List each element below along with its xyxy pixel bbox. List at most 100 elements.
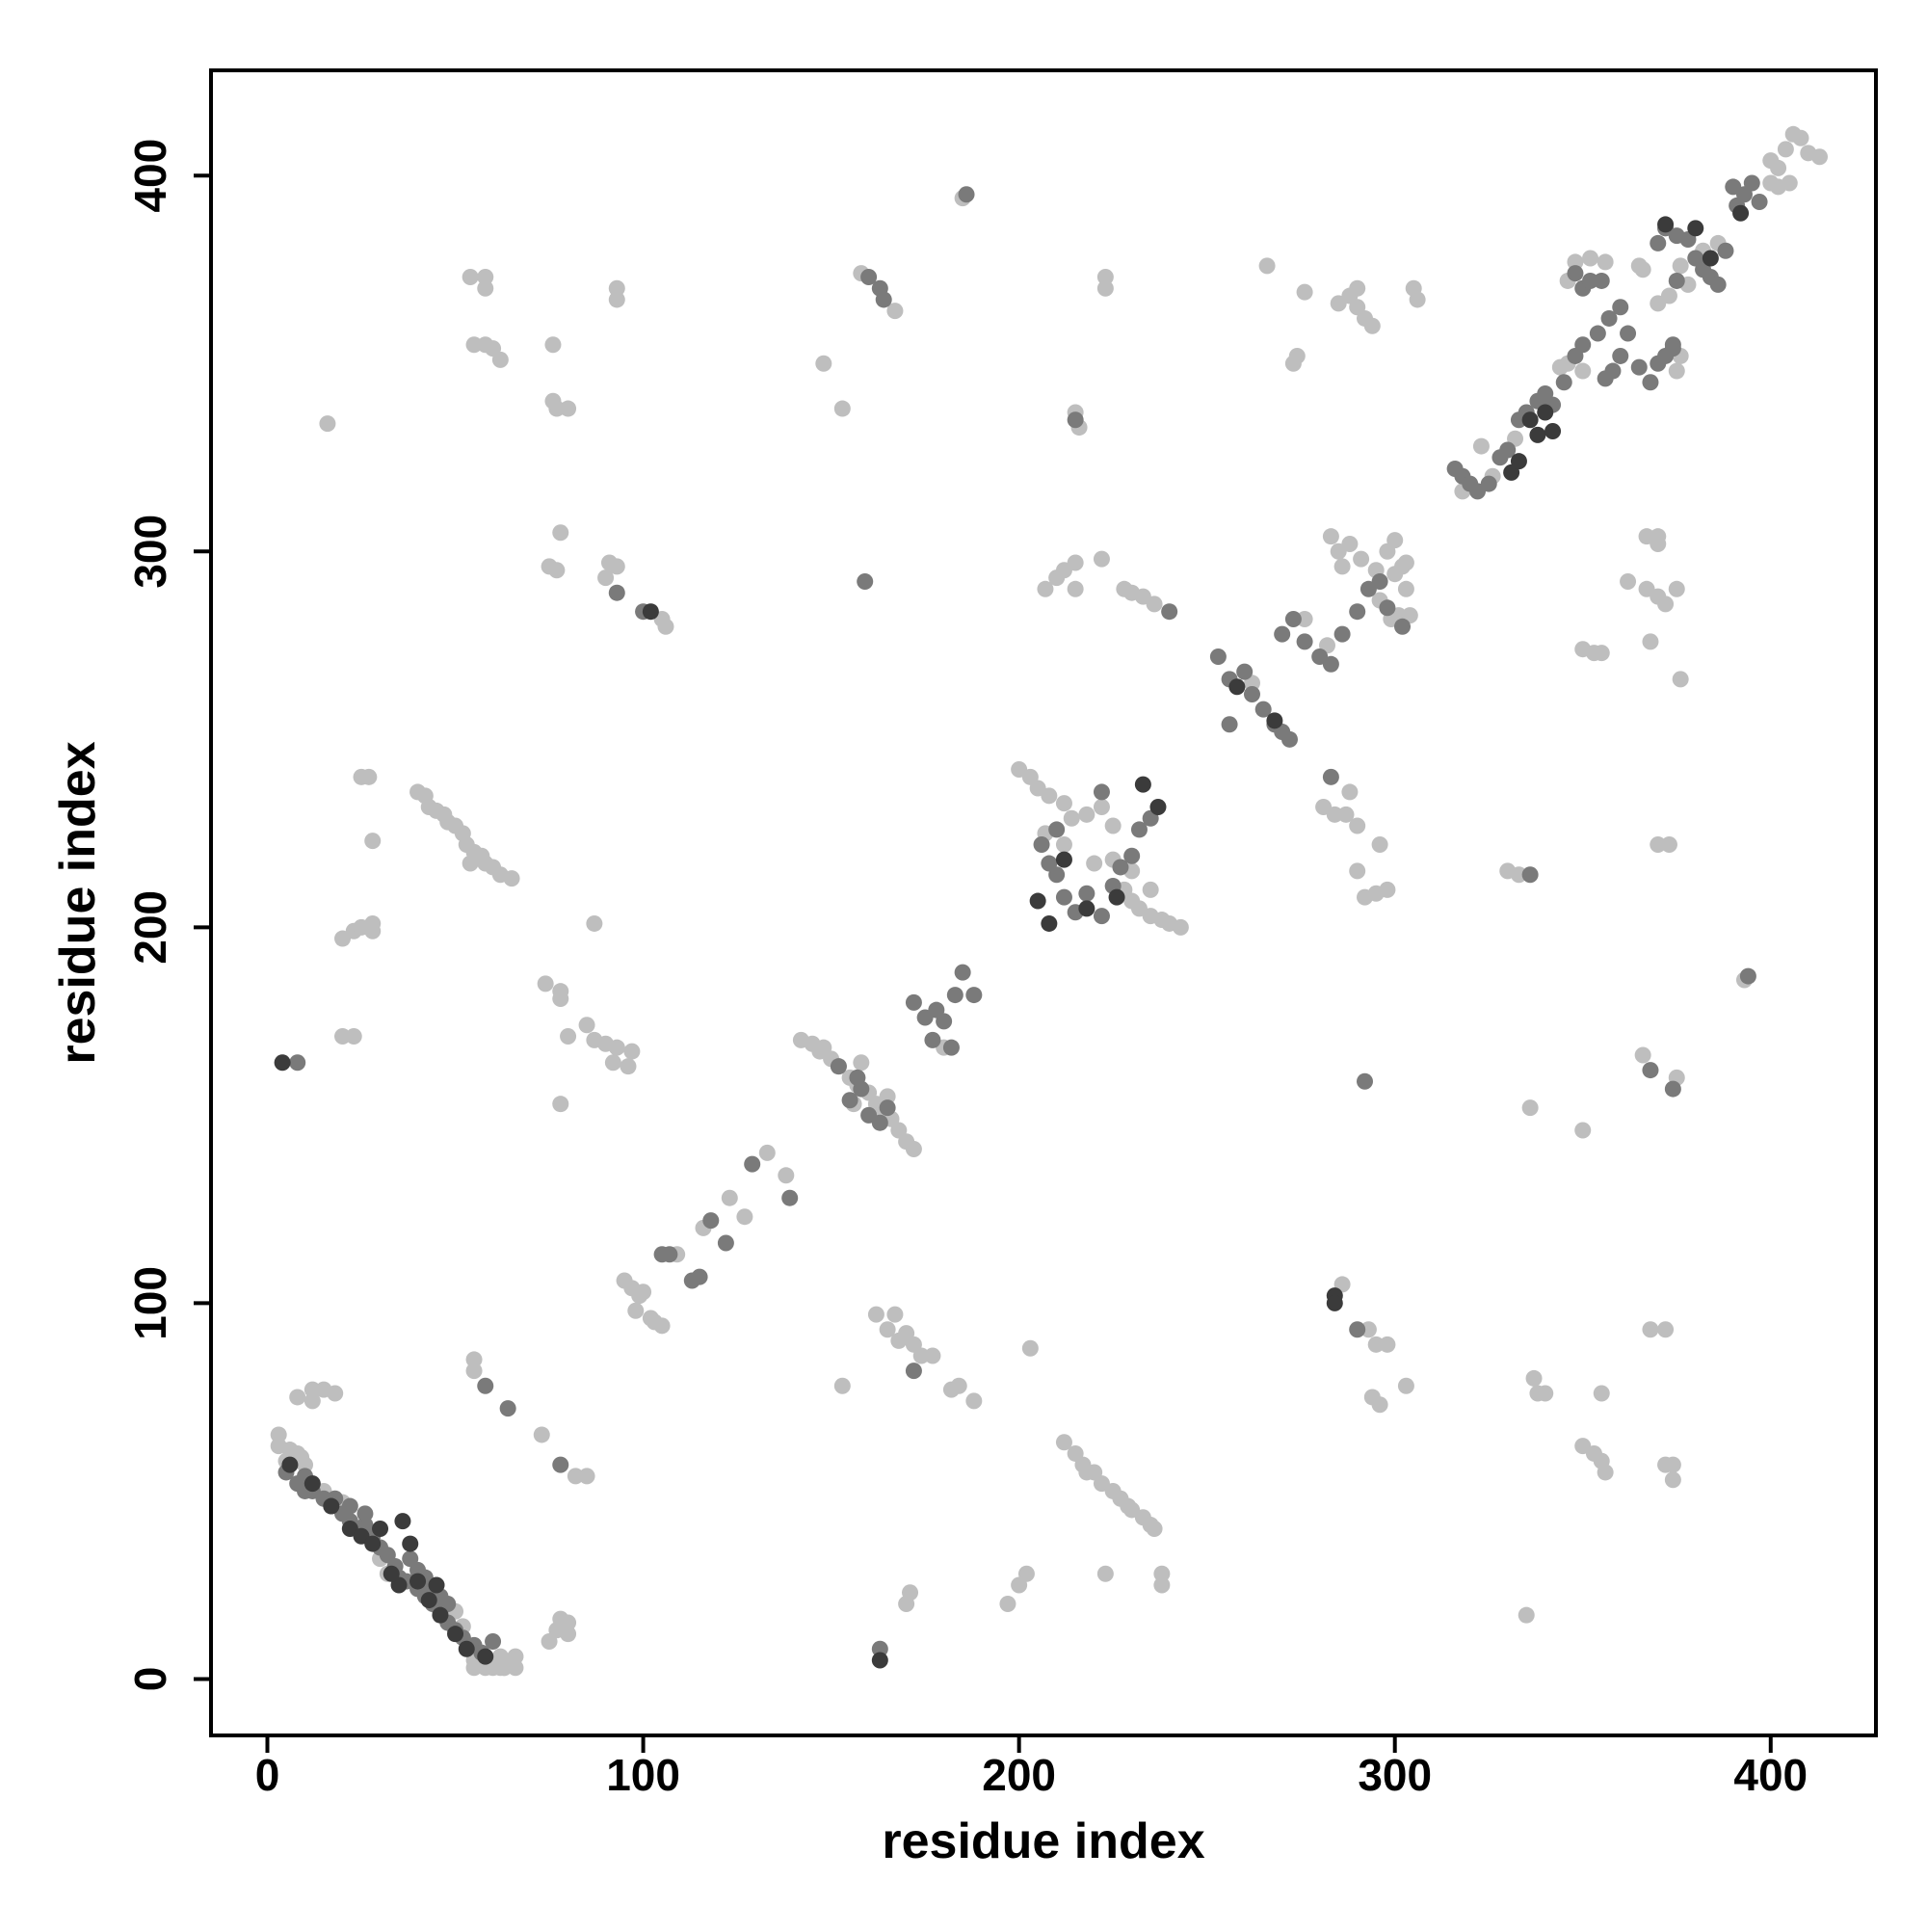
x-tick-label: 0	[255, 1750, 280, 1800]
data-point	[1333, 625, 1351, 643]
data-point	[1322, 768, 1339, 785]
data-point	[1096, 269, 1114, 286]
data-point	[1709, 276, 1727, 293]
data-point	[1236, 663, 1254, 680]
data-point	[1096, 1565, 1114, 1582]
data-point	[1650, 535, 1667, 552]
data-point	[905, 1140, 922, 1157]
data-point	[360, 768, 378, 785]
data-point	[1078, 806, 1095, 823]
data-point	[886, 1306, 904, 1323]
data-point	[1642, 1321, 1659, 1338]
data-point	[1397, 554, 1414, 571]
data-point	[860, 269, 878, 286]
data-point	[1254, 701, 1272, 718]
data-point	[1657, 216, 1675, 233]
data-point	[586, 914, 603, 932]
data-point	[462, 269, 479, 286]
data-point	[1521, 411, 1539, 429]
data-point	[560, 1626, 577, 1643]
data-point	[1357, 1072, 1374, 1090]
data-point	[552, 1456, 569, 1473]
data-point	[1664, 1456, 1681, 1473]
data-point	[1108, 888, 1125, 906]
data-point	[1650, 836, 1667, 854]
data-point	[1055, 795, 1072, 812]
data-point	[462, 855, 479, 872]
data-point	[552, 1096, 569, 1113]
data-point	[778, 1167, 795, 1184]
data-point	[958, 186, 975, 203]
data-point	[1593, 272, 1610, 289]
data-point	[477, 269, 494, 286]
data-point	[1146, 595, 1163, 613]
data-point	[657, 618, 674, 635]
data-point	[721, 1189, 738, 1206]
data-point	[1397, 580, 1414, 597]
data-point	[1228, 678, 1246, 696]
data-point	[1349, 1321, 1366, 1338]
data-point	[447, 1626, 464, 1643]
data-point	[578, 1468, 595, 1485]
data-point	[1672, 257, 1689, 275]
data-point	[620, 1058, 637, 1075]
data-point	[1589, 325, 1606, 342]
data-point	[965, 987, 983, 1004]
data-point	[1021, 1339, 1039, 1357]
data-point	[499, 1400, 516, 1417]
data-point	[1093, 908, 1110, 925]
data-point	[1322, 655, 1339, 673]
data-point	[1574, 336, 1592, 354]
data-point	[1510, 866, 1527, 884]
points	[270, 125, 1828, 1677]
data-point	[627, 1302, 645, 1319]
data-point	[1172, 918, 1189, 936]
data-point	[1326, 806, 1343, 823]
data-point	[833, 1377, 851, 1394]
data-point	[1055, 1434, 1072, 1451]
data-point	[604, 1054, 621, 1072]
data-point	[1142, 881, 1159, 898]
y-tick-label: 100	[125, 1266, 175, 1340]
data-point	[1359, 1321, 1377, 1338]
data-point	[1567, 253, 1584, 271]
data-point	[879, 1321, 896, 1338]
data-point	[1341, 783, 1359, 801]
data-point	[875, 291, 892, 308]
data-point	[1660, 287, 1677, 304]
data-point	[1630, 257, 1648, 275]
data-point	[274, 1054, 291, 1072]
data-point	[491, 351, 509, 368]
data-point	[1274, 625, 1291, 643]
data-point	[1371, 572, 1388, 590]
data-point	[1296, 633, 1313, 650]
data-point	[1612, 347, 1629, 364]
data-point	[1499, 441, 1517, 459]
data-point	[1371, 836, 1388, 854]
data-point	[1153, 1565, 1171, 1582]
data-point	[465, 1351, 483, 1368]
data-point	[578, 1017, 595, 1034]
data-point	[477, 1377, 494, 1394]
data-point	[905, 1363, 922, 1380]
data-point	[1363, 317, 1381, 334]
plot-frame	[209, 68, 1878, 1737]
data-point	[942, 1381, 960, 1398]
data-point	[879, 1099, 896, 1117]
data-point	[1130, 821, 1148, 838]
data-point	[830, 1058, 847, 1075]
data-point	[1600, 309, 1618, 327]
data-point	[341, 1497, 358, 1515]
data-point	[1702, 250, 1719, 267]
data-point	[281, 1456, 299, 1473]
data-point	[364, 833, 382, 850]
data-point	[608, 584, 625, 601]
data-point	[1221, 716, 1238, 733]
data-point	[597, 569, 615, 587]
data-point	[608, 291, 625, 308]
data-point	[1153, 1576, 1171, 1594]
data-point	[1349, 603, 1366, 621]
data-point	[1751, 194, 1768, 211]
data-point	[1209, 648, 1227, 666]
data-point	[485, 1632, 502, 1650]
